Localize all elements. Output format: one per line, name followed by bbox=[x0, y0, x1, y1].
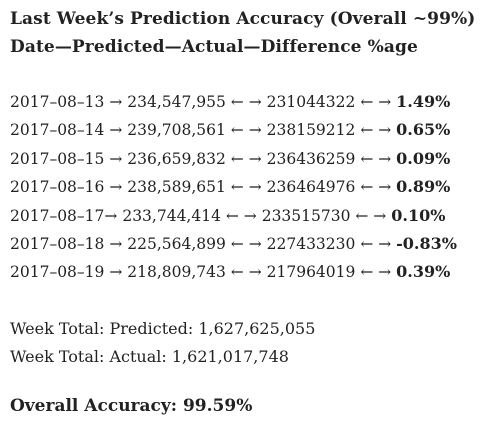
list-item: 2017–08–17→ 233,744,414 ← → 233515730 ← … bbox=[10, 206, 457, 234]
row-predicted: 218,809,743 bbox=[127, 263, 226, 282]
row-predicted: 239,708,561 bbox=[127, 121, 226, 140]
row-separator: ← → bbox=[355, 263, 397, 282]
row-difference: 0.39% bbox=[396, 262, 451, 282]
list-item: 2017–08–19 → 218,809,743 ← → 217964019 ←… bbox=[10, 262, 457, 290]
row-separator: ← → bbox=[225, 263, 267, 282]
row-actual: 217964019 bbox=[266, 263, 356, 282]
predicted-total-line: Week Total: Predicted: 1,627,625,055 bbox=[10, 315, 315, 343]
row-date: 2017–08–19 bbox=[10, 263, 105, 282]
row-actual: 236436259 bbox=[266, 149, 356, 168]
prediction-list: 2017–08–13 → 234,547,955 ← → 231044322 ←… bbox=[10, 92, 457, 291]
row-date: 2017–08–13 bbox=[10, 93, 105, 111]
row-separator: ← → bbox=[355, 234, 397, 253]
row-predicted: 234,547,955 bbox=[127, 93, 226, 111]
row-date: 2017–08–18 bbox=[10, 234, 105, 253]
row-actual: 238159212 bbox=[266, 121, 356, 140]
row-separator: ← → bbox=[225, 234, 267, 253]
actual-total-label: Week Total: Actual: bbox=[10, 347, 172, 366]
list-item: 2017–08–13 → 234,547,955 ← → 231044322 ←… bbox=[10, 92, 457, 120]
actual-total-line: Week Total: Actual: 1,621,017,748 bbox=[10, 343, 315, 371]
row-difference: 0.10% bbox=[391, 205, 446, 225]
list-item: 2017–08–14 → 239,708,561 ← → 238159212 ←… bbox=[10, 120, 457, 148]
list-item: 2017–08–18 → 225,564,899 ← → 227433230 ←… bbox=[10, 234, 457, 262]
row-predicted: 233,744,414 bbox=[122, 206, 221, 225]
overall-accuracy-value: 99.59% bbox=[182, 396, 253, 416]
row-separator: → bbox=[104, 93, 128, 111]
overall-accuracy-label: Overall Accuracy: bbox=[10, 396, 183, 416]
row-separator: ← → bbox=[225, 93, 267, 111]
row-date: 2017–08–14 bbox=[10, 121, 105, 140]
row-actual: 231044322 bbox=[266, 93, 356, 111]
row-separator: ← → bbox=[355, 121, 397, 140]
overall-accuracy: Overall Accuracy: 99.59% bbox=[10, 396, 252, 416]
row-difference: 0.65% bbox=[396, 120, 451, 140]
row-separator: ← → bbox=[355, 178, 397, 197]
row-difference: -0.83% bbox=[396, 233, 457, 253]
row-separator: → bbox=[104, 121, 128, 140]
row-actual: 227433230 bbox=[266, 234, 356, 253]
row-date: 2017–08–17 bbox=[10, 206, 105, 225]
row-predicted: 225,564,899 bbox=[127, 234, 226, 253]
row-difference: 0.89% bbox=[396, 177, 451, 197]
row-predicted: 236,659,832 bbox=[127, 149, 226, 168]
list-item: 2017–08–16 → 238,589,651 ← → 236464976 ←… bbox=[10, 177, 457, 205]
row-separator: → bbox=[104, 206, 123, 225]
page-title: Last Week’s Prediction Accuracy (Overall… bbox=[10, 9, 476, 29]
row-separator: → bbox=[104, 234, 128, 253]
row-predicted: 238,589,651 bbox=[127, 178, 226, 197]
row-actual: 236464976 bbox=[266, 178, 356, 197]
row-date: 2017–08–15 bbox=[10, 149, 105, 168]
row-difference: 1.49% bbox=[396, 92, 451, 111]
row-date: 2017–08–16 bbox=[10, 178, 105, 197]
row-separator: ← → bbox=[355, 93, 397, 111]
row-separator: ← → bbox=[220, 206, 262, 225]
row-separator: ← → bbox=[225, 121, 267, 140]
column-legend: Date—Predicted—Actual—Difference %age bbox=[10, 37, 418, 57]
predicted-total-value: 1,627,625,055 bbox=[198, 319, 316, 338]
list-item: 2017–08–15 → 236,659,832 ← → 236436259 ←… bbox=[10, 149, 457, 177]
row-actual: 233515730 bbox=[261, 206, 351, 225]
row-separator: ← → bbox=[355, 149, 397, 168]
row-separator: ← → bbox=[225, 178, 267, 197]
row-difference: 0.09% bbox=[396, 148, 451, 168]
actual-total-value: 1,621,017,748 bbox=[171, 347, 289, 366]
row-separator: → bbox=[104, 149, 128, 168]
predicted-total-label: Week Total: Predicted: bbox=[10, 319, 199, 338]
row-separator: ← → bbox=[350, 206, 392, 225]
row-separator: → bbox=[104, 178, 128, 197]
row-separator: ← → bbox=[225, 149, 267, 168]
week-totals: Week Total: Predicted: 1,627,625,055 Wee… bbox=[10, 315, 315, 371]
row-separator: → bbox=[104, 263, 128, 282]
